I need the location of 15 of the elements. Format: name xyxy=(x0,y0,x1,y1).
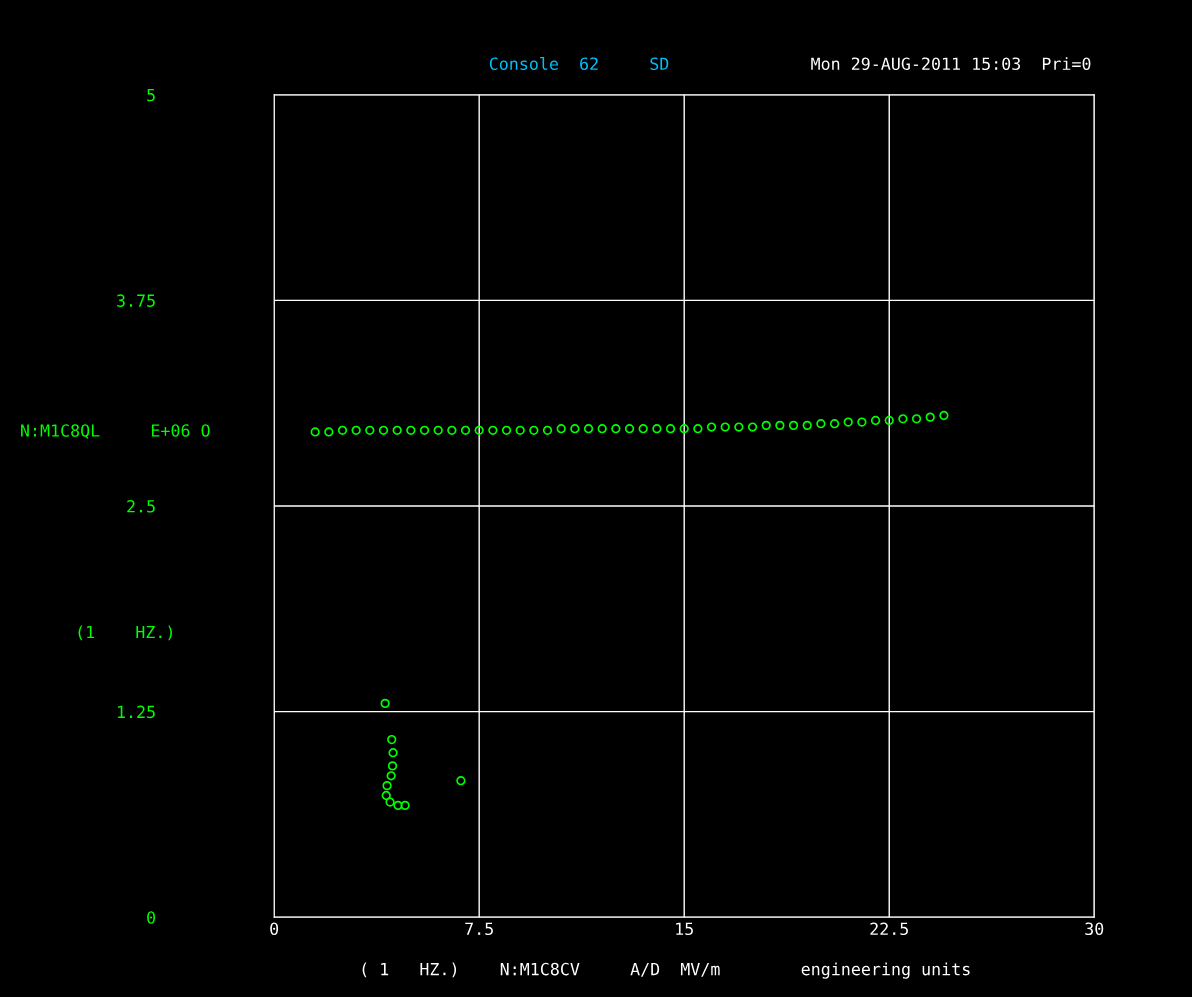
text: Mon 29-AUG-2011 15:03 Pri=0 xyxy=(811,57,1091,71)
x-tick-label: 30 xyxy=(1085,922,1104,936)
x-axis-title: ( 1 HZ.) N:M1C8CV A/D MV/m engineering units xyxy=(362,962,970,979)
x-tick-label: 7.5 xyxy=(465,922,493,936)
x-tick-label: 15 xyxy=(676,922,693,936)
text: Console 62 SD xyxy=(489,57,669,71)
text: (1 HZ.) xyxy=(78,625,172,641)
x-tick-label: 22.5 xyxy=(870,922,908,936)
y-tick-label: 5 xyxy=(147,88,155,102)
y-tick-label: 1.25 xyxy=(117,705,155,719)
y-tick-label: 0 xyxy=(147,911,156,924)
y-axis-title: N:M1C8QL E+06 O xyxy=(21,424,210,439)
x-tick-label: 0 xyxy=(270,922,279,936)
y-tick-label: 3.75 xyxy=(117,294,155,307)
y-tick-label: 2.5 xyxy=(127,499,155,513)
